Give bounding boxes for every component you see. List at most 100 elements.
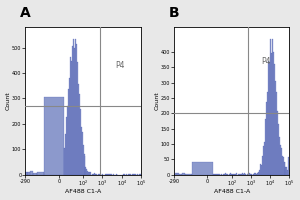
Bar xyxy=(30,171,33,175)
Bar xyxy=(77,62,78,175)
Bar xyxy=(110,174,111,175)
Bar xyxy=(98,174,99,175)
Bar xyxy=(92,174,93,175)
Bar xyxy=(139,174,140,175)
Bar xyxy=(28,172,30,175)
Bar xyxy=(68,89,69,175)
Bar xyxy=(67,106,68,175)
Bar xyxy=(224,174,225,175)
Bar xyxy=(276,92,277,175)
Bar xyxy=(220,174,221,175)
Bar xyxy=(85,167,86,175)
Bar xyxy=(106,174,107,175)
Bar xyxy=(96,174,97,175)
Bar xyxy=(254,173,255,175)
Bar xyxy=(219,174,220,175)
Bar xyxy=(81,127,82,175)
Bar xyxy=(242,173,243,175)
Bar xyxy=(244,173,245,175)
Bar xyxy=(185,174,192,175)
Bar xyxy=(80,109,81,175)
Bar xyxy=(74,48,75,175)
Bar xyxy=(135,174,136,175)
Bar xyxy=(262,156,263,175)
Bar xyxy=(87,171,88,175)
Bar xyxy=(94,173,95,175)
Bar xyxy=(75,39,76,175)
Bar xyxy=(272,39,273,175)
Bar xyxy=(277,111,278,175)
Bar xyxy=(279,137,280,175)
Bar xyxy=(275,81,276,175)
Bar xyxy=(259,170,260,175)
Bar xyxy=(273,52,274,175)
Text: P4: P4 xyxy=(262,57,271,66)
Bar xyxy=(192,162,213,175)
Bar xyxy=(128,174,129,175)
Bar xyxy=(271,53,272,175)
Bar xyxy=(213,174,214,175)
Bar xyxy=(112,174,114,175)
Bar xyxy=(26,172,27,175)
Bar xyxy=(33,173,37,175)
Bar xyxy=(266,102,267,175)
Bar xyxy=(260,164,261,175)
Y-axis label: Count: Count xyxy=(6,92,10,110)
Bar xyxy=(233,174,234,175)
Bar xyxy=(217,174,218,175)
Bar xyxy=(236,173,237,175)
Bar xyxy=(133,174,134,175)
Bar xyxy=(234,174,235,175)
Bar xyxy=(89,172,90,175)
Bar xyxy=(107,174,108,175)
Bar xyxy=(78,84,79,175)
Bar xyxy=(182,173,185,175)
Bar xyxy=(66,117,67,175)
Bar xyxy=(261,165,262,175)
Bar xyxy=(72,46,73,175)
Bar xyxy=(238,174,239,175)
Bar xyxy=(174,174,176,175)
Bar xyxy=(253,174,254,175)
Bar xyxy=(226,174,227,175)
Bar xyxy=(282,156,283,175)
Bar xyxy=(268,61,269,175)
Bar xyxy=(249,173,250,175)
Bar xyxy=(65,134,66,175)
Bar xyxy=(70,57,71,175)
Bar xyxy=(235,174,236,175)
Bar xyxy=(88,172,89,175)
Bar xyxy=(247,174,248,175)
Bar xyxy=(278,124,279,175)
Bar xyxy=(85,156,86,175)
X-axis label: AF488 C1-A: AF488 C1-A xyxy=(65,189,101,194)
Bar xyxy=(140,174,141,175)
Bar xyxy=(214,174,215,175)
Bar xyxy=(137,174,138,175)
Bar xyxy=(286,167,287,175)
Bar xyxy=(79,94,80,175)
Bar xyxy=(241,174,242,175)
Bar xyxy=(177,173,179,175)
Bar xyxy=(230,173,231,175)
Bar xyxy=(100,174,101,175)
Bar xyxy=(99,174,100,175)
Bar xyxy=(245,174,246,175)
Bar xyxy=(227,174,228,175)
Bar xyxy=(257,173,258,175)
Bar xyxy=(250,174,252,175)
Bar xyxy=(102,174,103,175)
Bar xyxy=(27,172,28,175)
Bar xyxy=(129,174,130,175)
Bar xyxy=(123,174,124,175)
Bar xyxy=(240,174,241,175)
Bar xyxy=(267,92,268,175)
Bar xyxy=(86,169,87,175)
Bar xyxy=(90,172,91,175)
Bar xyxy=(64,148,65,175)
Bar xyxy=(179,174,182,175)
Bar xyxy=(82,145,83,175)
Bar xyxy=(108,174,109,175)
Bar xyxy=(216,174,217,175)
Y-axis label: Count: Count xyxy=(154,92,159,110)
